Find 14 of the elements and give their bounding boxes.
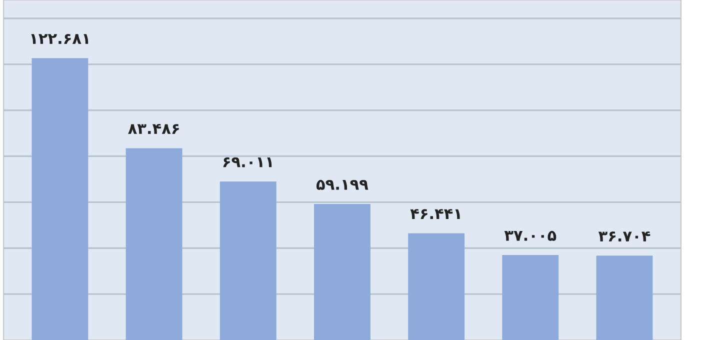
bar [32,58,88,340]
bar [126,148,182,340]
data-label: ۴۶.۴۴۱ [410,209,460,220]
bar [596,256,653,340]
bar [408,233,465,340]
bar [314,204,370,340]
data-label: ۳۶.۷۰۴ [598,231,650,242]
bar [502,254,559,340]
data-label: ۶۹.۰۱۱ [223,157,272,168]
data-label: ۸۳.۴۸۶ [128,124,179,134]
data-label: ۳۷.۰۰۵ [504,230,556,241]
data-label: ۱۲۲.۶۸۱ [31,34,88,44]
data-label: ۵۹.۱۹۹ [316,180,368,190]
bar [220,181,276,340]
